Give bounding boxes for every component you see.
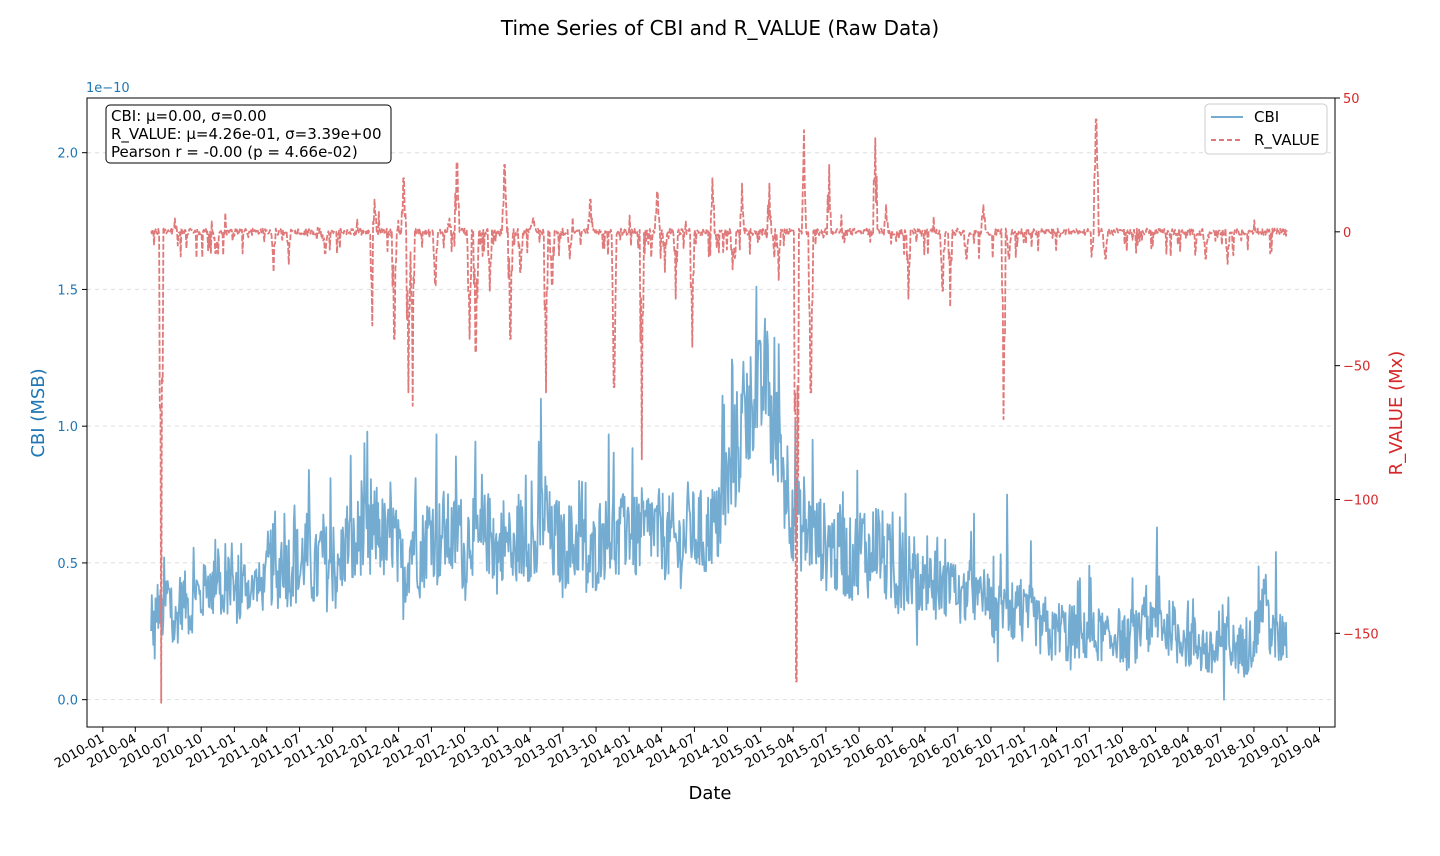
right-tick-label: −100 <box>1343 493 1379 508</box>
right-tick-label: 0 <box>1343 226 1351 241</box>
right-tick-label: −150 <box>1343 627 1379 642</box>
right-tick-label: −50 <box>1343 360 1370 375</box>
left-axis-ticks: 0.0 0.5 1.0 1.5 2.0 <box>57 147 87 709</box>
legend-cbi-label: CBI <box>1254 108 1279 126</box>
left-tick-label: 0.0 <box>57 694 78 709</box>
stats-cbi: CBI: μ=0.00, σ=0.00 <box>111 107 267 125</box>
x-axis-label: Date <box>688 783 731 804</box>
right-axis-ticks: −150 −100 −50 0 50 <box>1335 92 1379 642</box>
x-axis-ticks: 2010-012010-042010-072010-102011-012011-… <box>52 727 1324 772</box>
r-value-series <box>150 118 1288 704</box>
right-axis-label: R_VALUE (Mx) <box>1386 351 1407 476</box>
cbi-line <box>150 285 1288 701</box>
cbi-series <box>150 285 1288 701</box>
left-tick-label: 0.5 <box>57 557 78 572</box>
left-axis-label: CBI (MSB) <box>28 368 49 457</box>
left-axis-offset: 1e−10 <box>86 81 130 96</box>
stats-box-frame <box>105 104 392 164</box>
stats-r-value: R_VALUE: μ=4.26e-01, σ=3.39e+00 <box>111 125 382 144</box>
left-tick-label: 1.0 <box>57 420 78 435</box>
left-tick-label: 1.5 <box>57 283 78 298</box>
stats-pearson: Pearson r = -0.00 (p = 4.66e-02) <box>111 143 358 161</box>
right-tick-label: 50 <box>1343 92 1360 107</box>
left-tick-label: 2.0 <box>57 147 78 162</box>
stats-box: CBI: μ=0.00, σ=0.00 R_VALUE: μ=4.26e-01,… <box>105 104 392 164</box>
plot-frame <box>86 97 1336 728</box>
legend-r-value-label: R_VALUE <box>1254 131 1320 150</box>
legend: CBI R_VALUE <box>1204 103 1328 155</box>
chart-title: Time Series of CBI and R_VALUE (Raw Data… <box>500 16 939 40</box>
r-value-line <box>150 118 1288 704</box>
